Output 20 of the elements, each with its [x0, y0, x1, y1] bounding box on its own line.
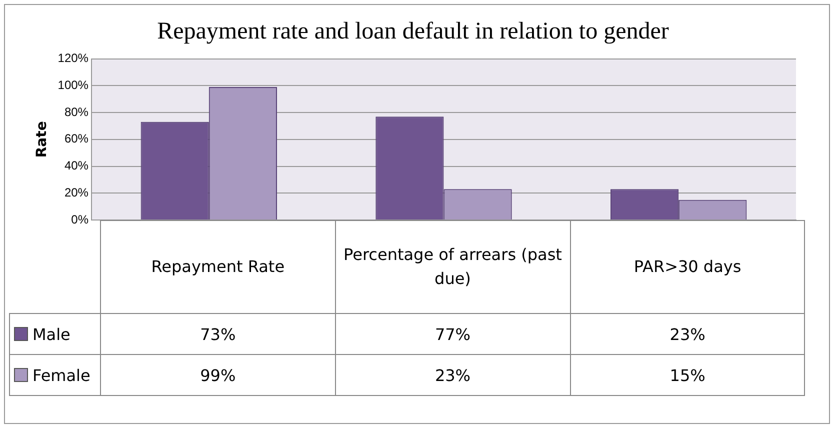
legend-label: Female: [10, 354, 100, 396]
y-tick-label: 80%: [64, 104, 89, 119]
legend-label: Male: [10, 314, 100, 354]
data-label: 73%: [100, 314, 336, 354]
x-tick-label: Percentage of arrears (past due): [335, 220, 570, 314]
y-tick-label: 100%: [58, 78, 89, 92]
y-tick-label: 60%: [64, 132, 89, 146]
chart-title: Repayment rate and loan default in relation to gender: [157, 18, 669, 45]
x-tick-label: PAR>30 days: [570, 220, 805, 314]
data-label: 77%: [335, 314, 570, 354]
data-label: 15%: [570, 354, 805, 396]
y-tick-label: 40%: [64, 158, 89, 173]
data-label: 23%: [570, 314, 805, 354]
y-tick-label: 120%: [58, 51, 89, 66]
y-axis-title: Rate: [34, 121, 50, 158]
data-label: 99%: [100, 354, 336, 396]
data-label: 23%: [335, 354, 570, 396]
y-tick-label: 0%: [71, 212, 89, 226]
y-tick-label: 20%: [64, 185, 89, 200]
x-tick-label: Repayment Rate: [100, 220, 336, 314]
